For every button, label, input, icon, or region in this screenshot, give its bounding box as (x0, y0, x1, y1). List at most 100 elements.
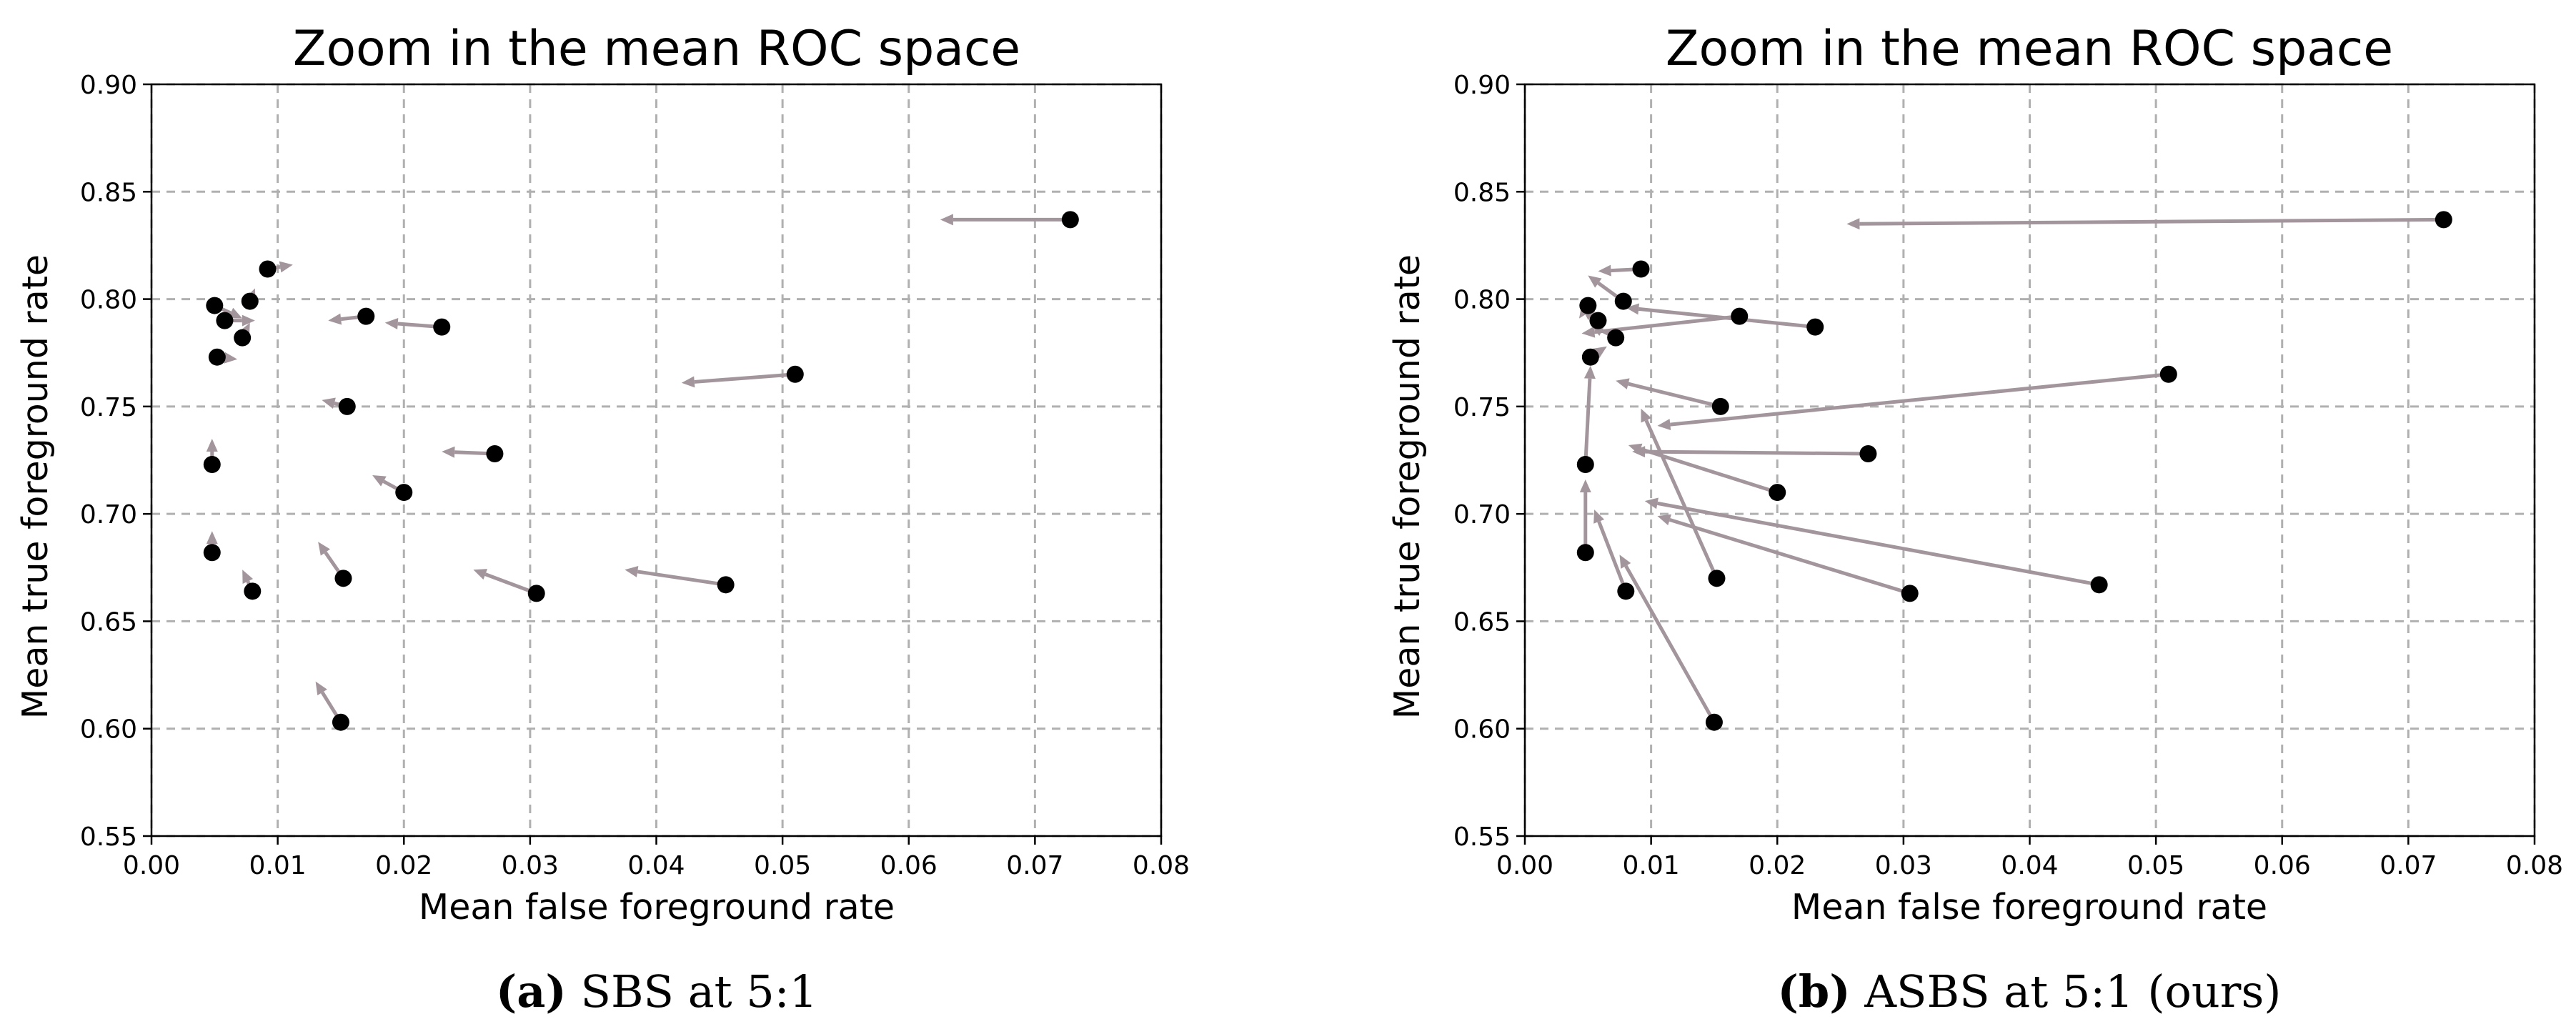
data-points (203, 211, 1079, 731)
data-point (1061, 211, 1079, 229)
arrow-head (681, 376, 695, 388)
ticks: 0.00 0.01 0.02 0.03 0.04 0.05 0.06 0.07 0.08 0.55… (80, 71, 1190, 880)
data-point (206, 297, 224, 314)
arrow-head (1641, 408, 1652, 423)
data-point (1711, 397, 1729, 415)
data-point (1589, 312, 1607, 329)
x-tick-label: 0.07 (1006, 851, 1063, 880)
arrows (1578, 217, 2444, 723)
data-point (334, 570, 352, 587)
data-point (234, 329, 252, 347)
chart-title: Zoom in the mean ROC space (1666, 21, 2393, 77)
arrow-line (1597, 521, 1628, 592)
data-point (1576, 456, 1594, 474)
data-point (1705, 713, 1723, 731)
x-tick-label: 0.05 (754, 851, 811, 880)
data-point (1901, 585, 1919, 602)
arrow-line (1645, 449, 1869, 456)
caption-a: (a) SBS at 5:1 (496, 965, 817, 1018)
caption-text: ASBS at 5:1 (ours) (1851, 965, 2282, 1018)
data-point (1581, 348, 1599, 366)
y-tick-label: 0.80 (80, 286, 137, 315)
y-tick-label: 0.85 (80, 178, 137, 207)
data-point (1614, 292, 1632, 310)
data-point (527, 585, 545, 602)
y-tick-label: 0.90 (80, 71, 137, 100)
x-tick-label: 0.08 (1133, 851, 1190, 880)
y-tick-label: 0.65 (80, 607, 137, 637)
arrow-head (1657, 514, 1672, 526)
grid (150, 83, 1163, 837)
arrow-head (242, 314, 255, 327)
x-tick-label: 0.05 (2127, 851, 2184, 880)
data-point (332, 713, 349, 731)
data-point (2159, 365, 2177, 383)
ticks: 0.00 0.01 0.02 0.03 0.04 0.05 0.06 0.07 0.08 0.55… (1453, 71, 2563, 880)
y-tick-label: 0.60 (80, 715, 137, 745)
arrow-head (1588, 275, 1602, 288)
data-point (1769, 484, 1786, 502)
arrow-line (637, 570, 727, 587)
y-tick-label: 0.75 (1453, 393, 1511, 422)
x-tick-label: 0.00 (1496, 851, 1553, 880)
data-point (1617, 582, 1635, 600)
arrow-head (224, 352, 238, 364)
arrow-head (1581, 326, 1596, 338)
y-tick-label: 0.80 (1453, 286, 1511, 315)
arrow-head (1593, 346, 1607, 359)
arrow-line (1624, 565, 1716, 723)
caption-id: (a) (496, 965, 567, 1018)
arrow-head (206, 531, 218, 545)
data-point (338, 397, 356, 415)
arrow-line (1669, 518, 1911, 595)
caption-b: (b) ASBS at 5:1 (ours) (1778, 965, 2282, 1018)
arrow-head (322, 397, 336, 409)
arrow-head (206, 438, 218, 452)
arrow-head (384, 318, 399, 329)
caption-id: (b) (1778, 965, 1851, 1018)
data-points (1576, 211, 2452, 731)
x-tick-label: 0.07 (2379, 851, 2437, 880)
arrow-head (1846, 218, 1860, 230)
data-point (208, 348, 226, 366)
arrow-head (940, 214, 953, 226)
arrow-head (1583, 365, 1596, 379)
arrow-head (1657, 419, 1671, 431)
data-point (395, 484, 413, 502)
x-tick-label: 0.03 (1875, 851, 1932, 880)
arrow-head (1619, 555, 1631, 569)
arrow-head (1616, 378, 1630, 389)
arrow-head (328, 313, 342, 325)
panel-b: Zoom in the mean ROC space Mean false fo… (1387, 21, 2563, 1018)
arrow-head (625, 566, 639, 577)
arrow-head (372, 475, 387, 487)
arrow-head (1593, 509, 1605, 524)
arrow-line (1583, 378, 1592, 465)
data-point (259, 260, 277, 278)
data-point (216, 312, 234, 329)
y-tick-label: 0.75 (80, 393, 137, 422)
panel-a: Zoom in the mean ROC space Mean false fo… (15, 21, 1190, 1018)
arrow-line (1628, 382, 1721, 409)
arrow-head (279, 261, 293, 273)
y-tick-label: 0.85 (1453, 178, 1511, 207)
arrow-head (442, 446, 455, 458)
arrow-head (1626, 303, 1640, 315)
chart-title: Zoom in the mean ROC space (293, 21, 1020, 77)
y-tick-label: 0.55 (80, 822, 137, 852)
arrow-head (242, 570, 254, 584)
arrow-line (1670, 372, 2169, 427)
data-point (203, 544, 221, 562)
data-point (1708, 570, 1726, 587)
arrow-line (694, 372, 795, 384)
arrow-head (1628, 443, 1643, 455)
y-tick-label: 0.55 (1453, 822, 1511, 852)
x-tick-label: 0.08 (2506, 851, 2563, 880)
data-point (241, 292, 259, 310)
arrow-line (1594, 314, 1740, 334)
x-tick-label: 0.03 (502, 851, 559, 880)
arrow-line (1657, 501, 2100, 587)
arrow-head (1579, 479, 1591, 493)
data-point (2435, 211, 2452, 229)
